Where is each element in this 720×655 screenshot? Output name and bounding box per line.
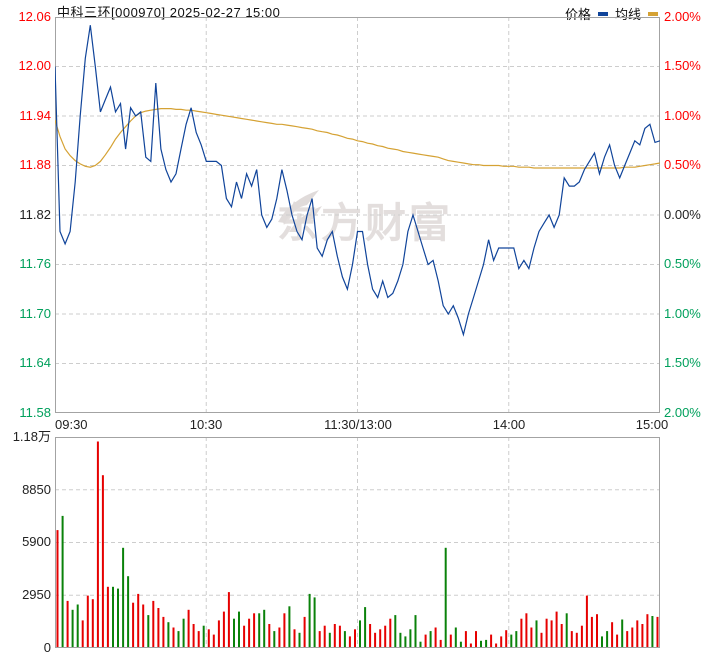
legend-price-label: 价格 — [564, 7, 591, 22]
price-axis-label: 11.70 — [19, 306, 51, 321]
volume-axis-label: 1.18万 — [12, 429, 51, 444]
volume-chart-canvas[interactable] — [55, 437, 660, 648]
volume-axis-label: 0 — [43, 640, 51, 655]
percent-axis-label: 2.00% — [664, 9, 701, 24]
volume-axis-label: 5900 — [22, 534, 51, 549]
price-chart-pane: 东方财富 — [55, 17, 660, 413]
x-tick-0930: 09:30 — [55, 417, 88, 432]
chart-title: 中科三环[000970] 2025-02-27 15:00 — [57, 5, 281, 20]
volume-chart-pane — [55, 437, 660, 648]
price-axis-label: 11.58 — [19, 405, 51, 420]
percent-axis-label: 1.50% — [664, 355, 701, 370]
price-axis-label: 12.00 — [18, 58, 51, 73]
price-axis-label: 11.76 — [19, 256, 51, 271]
x-tick-1500: 15:00 — [635, 417, 669, 432]
price-line-swatch-icon — [597, 12, 608, 16]
x-tick-1030: 10:30 — [189, 417, 223, 432]
price-axis-label-prev-close: 11.82 — [19, 207, 51, 222]
price-axis-label: 11.94 — [19, 108, 51, 123]
x-tick-1130-1300: 11:30/13:00 — [324, 417, 392, 432]
percent-axis-label: 1.50% — [664, 58, 701, 73]
volume-axis-label: 8850 — [22, 482, 51, 497]
price-axis-label: 11.88 — [19, 157, 51, 172]
x-tick-1400: 14:00 — [492, 417, 526, 432]
percent-axis-label: 1.00% — [664, 306, 701, 321]
legend-avg-label: 均线 — [614, 7, 641, 22]
percent-axis-label: 0.50% — [664, 256, 701, 271]
volume-axis-label: 2950 — [22, 587, 51, 602]
price-axis-label: 12.06 — [18, 9, 51, 24]
percent-axis-label: 2.00% — [664, 405, 701, 420]
price-axis-label: 11.64 — [19, 355, 51, 370]
chart-legend: 价格 均线 — [565, 4, 658, 23]
avg-line-swatch-icon — [648, 12, 658, 16]
percent-axis-label-zero: 0.00% — [664, 207, 701, 222]
percent-axis-label: 0.50% — [664, 157, 701, 172]
price-chart-canvas[interactable] — [55, 17, 660, 413]
percent-axis-label: 1.00% — [664, 108, 701, 123]
